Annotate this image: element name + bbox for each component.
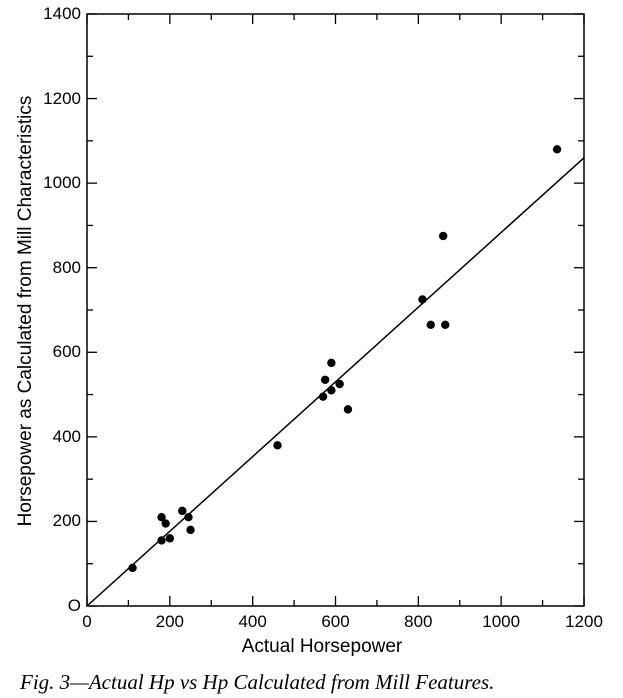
figure-caption: Fig. 3—Actual Hp vs Hp Calculated from M… xyxy=(20,670,494,695)
x-tick-label: 1000 xyxy=(481,612,521,632)
y-tick-label: 1400 xyxy=(43,4,81,24)
y-tick-label: 800 xyxy=(53,258,81,278)
x-tick-label: 200 xyxy=(150,612,190,632)
x-tick-label: 800 xyxy=(398,612,438,632)
x-axis-label: Actual Horsepower xyxy=(30,636,614,658)
y-tick-label: O xyxy=(68,596,81,616)
y-tick-label: 1000 xyxy=(43,173,81,193)
x-tick-label: 1200 xyxy=(564,612,604,632)
scatter-plot xyxy=(0,0,623,698)
x-tick-label: 400 xyxy=(233,612,273,632)
y-tick-label: 400 xyxy=(53,427,81,447)
y-axis-label: Horsepower as Calculated from Mill Chara… xyxy=(15,15,37,607)
chart-container: { "chart": { "type": "scatter", "backgro… xyxy=(0,0,623,698)
y-tick-label: 1200 xyxy=(43,89,81,109)
y-tick-label: 600 xyxy=(53,342,81,362)
x-tick-label: 600 xyxy=(316,612,356,632)
y-tick-label: 200 xyxy=(53,511,81,531)
